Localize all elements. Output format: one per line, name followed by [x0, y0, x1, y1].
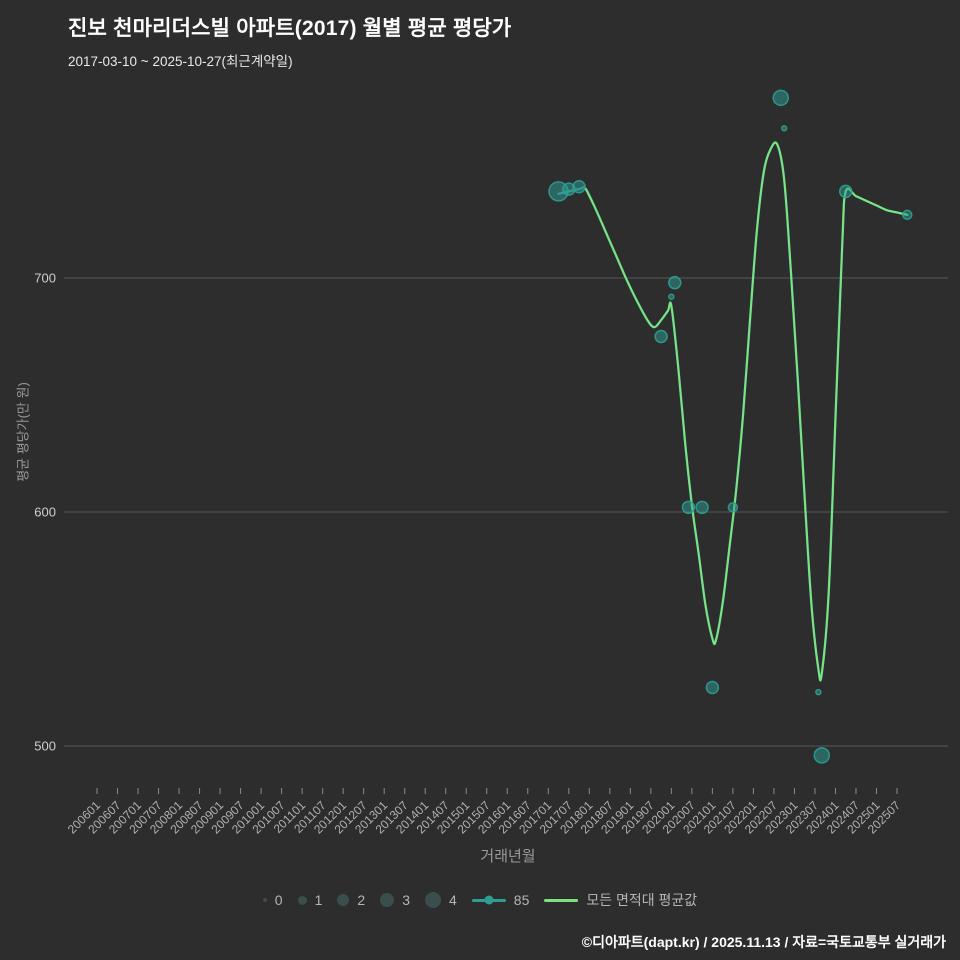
legend-size-label: 2 [357, 892, 366, 908]
legend-size-label: 1 [314, 892, 323, 908]
legend: 0 1 2 3 4 85 모든 면적대 평균값 [0, 890, 960, 910]
legend-size-dot [337, 894, 350, 906]
series-85-bubble [813, 747, 831, 764]
price-chart: 7006005002006012006072007012007072008012… [34, 89, 948, 836]
x-axis-label: 거래년월 [480, 848, 536, 865]
legend-series-85-label: 85 [513, 892, 530, 908]
legend-85-dot [484, 895, 494, 905]
series-85-bubble [780, 124, 788, 132]
series-85-bubble [572, 179, 586, 194]
series-85-bubble [772, 89, 790, 107]
legend-series-85: 85 [471, 892, 530, 908]
legend-size-label: 4 [448, 892, 457, 908]
legend-size-dot [424, 892, 441, 908]
legend-size-label: 0 [274, 892, 283, 908]
legend-size-dot [262, 898, 267, 902]
series-85-bubble [902, 209, 913, 221]
page-subtitle: 2017-03-10 ~ 2025-10-27(최근계약일) [68, 54, 293, 69]
series-85-bubble [815, 688, 822, 696]
legend-size-item: 4 [424, 892, 457, 908]
series-avg-line [584, 141, 909, 682]
y-tick-label: 700 [34, 271, 56, 286]
y-tick-label: 600 [34, 505, 56, 520]
series-85-bubble [727, 502, 739, 513]
legend-size-item: 1 [297, 892, 323, 908]
legend-size-item: 2 [337, 892, 365, 908]
page-title: 진보 천마리더스빌 아파트(2017) 월별 평균 평당가 [68, 17, 512, 40]
legend-size-dot [297, 895, 307, 905]
legend-series-avg-label: 모든 면적대 평균값 [586, 892, 698, 908]
legend-85-line-swatch [471, 895, 506, 905]
legend-size-label: 3 [402, 892, 410, 908]
legend-size-item: 0 [262, 892, 283, 908]
legend-size-item: 3 [380, 892, 410, 908]
series-85-bubble [654, 329, 668, 344]
footer-credit: ©디아파트(dapt.kr) / 2025.11.13 / 자료=국토교통부 실… [581, 934, 946, 950]
y-axis-label: 평균 평당가(만 원) [15, 382, 31, 482]
series-85-bubble [681, 500, 696, 515]
series-85-bubble [838, 184, 853, 199]
series-85-bubble [668, 293, 675, 300]
legend-series-avg: 모든 면적대 평균값 [544, 890, 697, 910]
series-85-line [557, 141, 909, 682]
chart-header: 진보 천마리더스빌 아파트(2017) 월별 평균 평당가 2017-03-10… [68, 12, 511, 70]
legend-size-dot [380, 893, 395, 907]
series-85-bubble [695, 500, 709, 515]
series-85-bubble [668, 275, 682, 290]
y-tick-label: 500 [34, 739, 56, 754]
legend-avg-line-swatch [544, 898, 579, 902]
series-85-bubble [705, 680, 720, 695]
